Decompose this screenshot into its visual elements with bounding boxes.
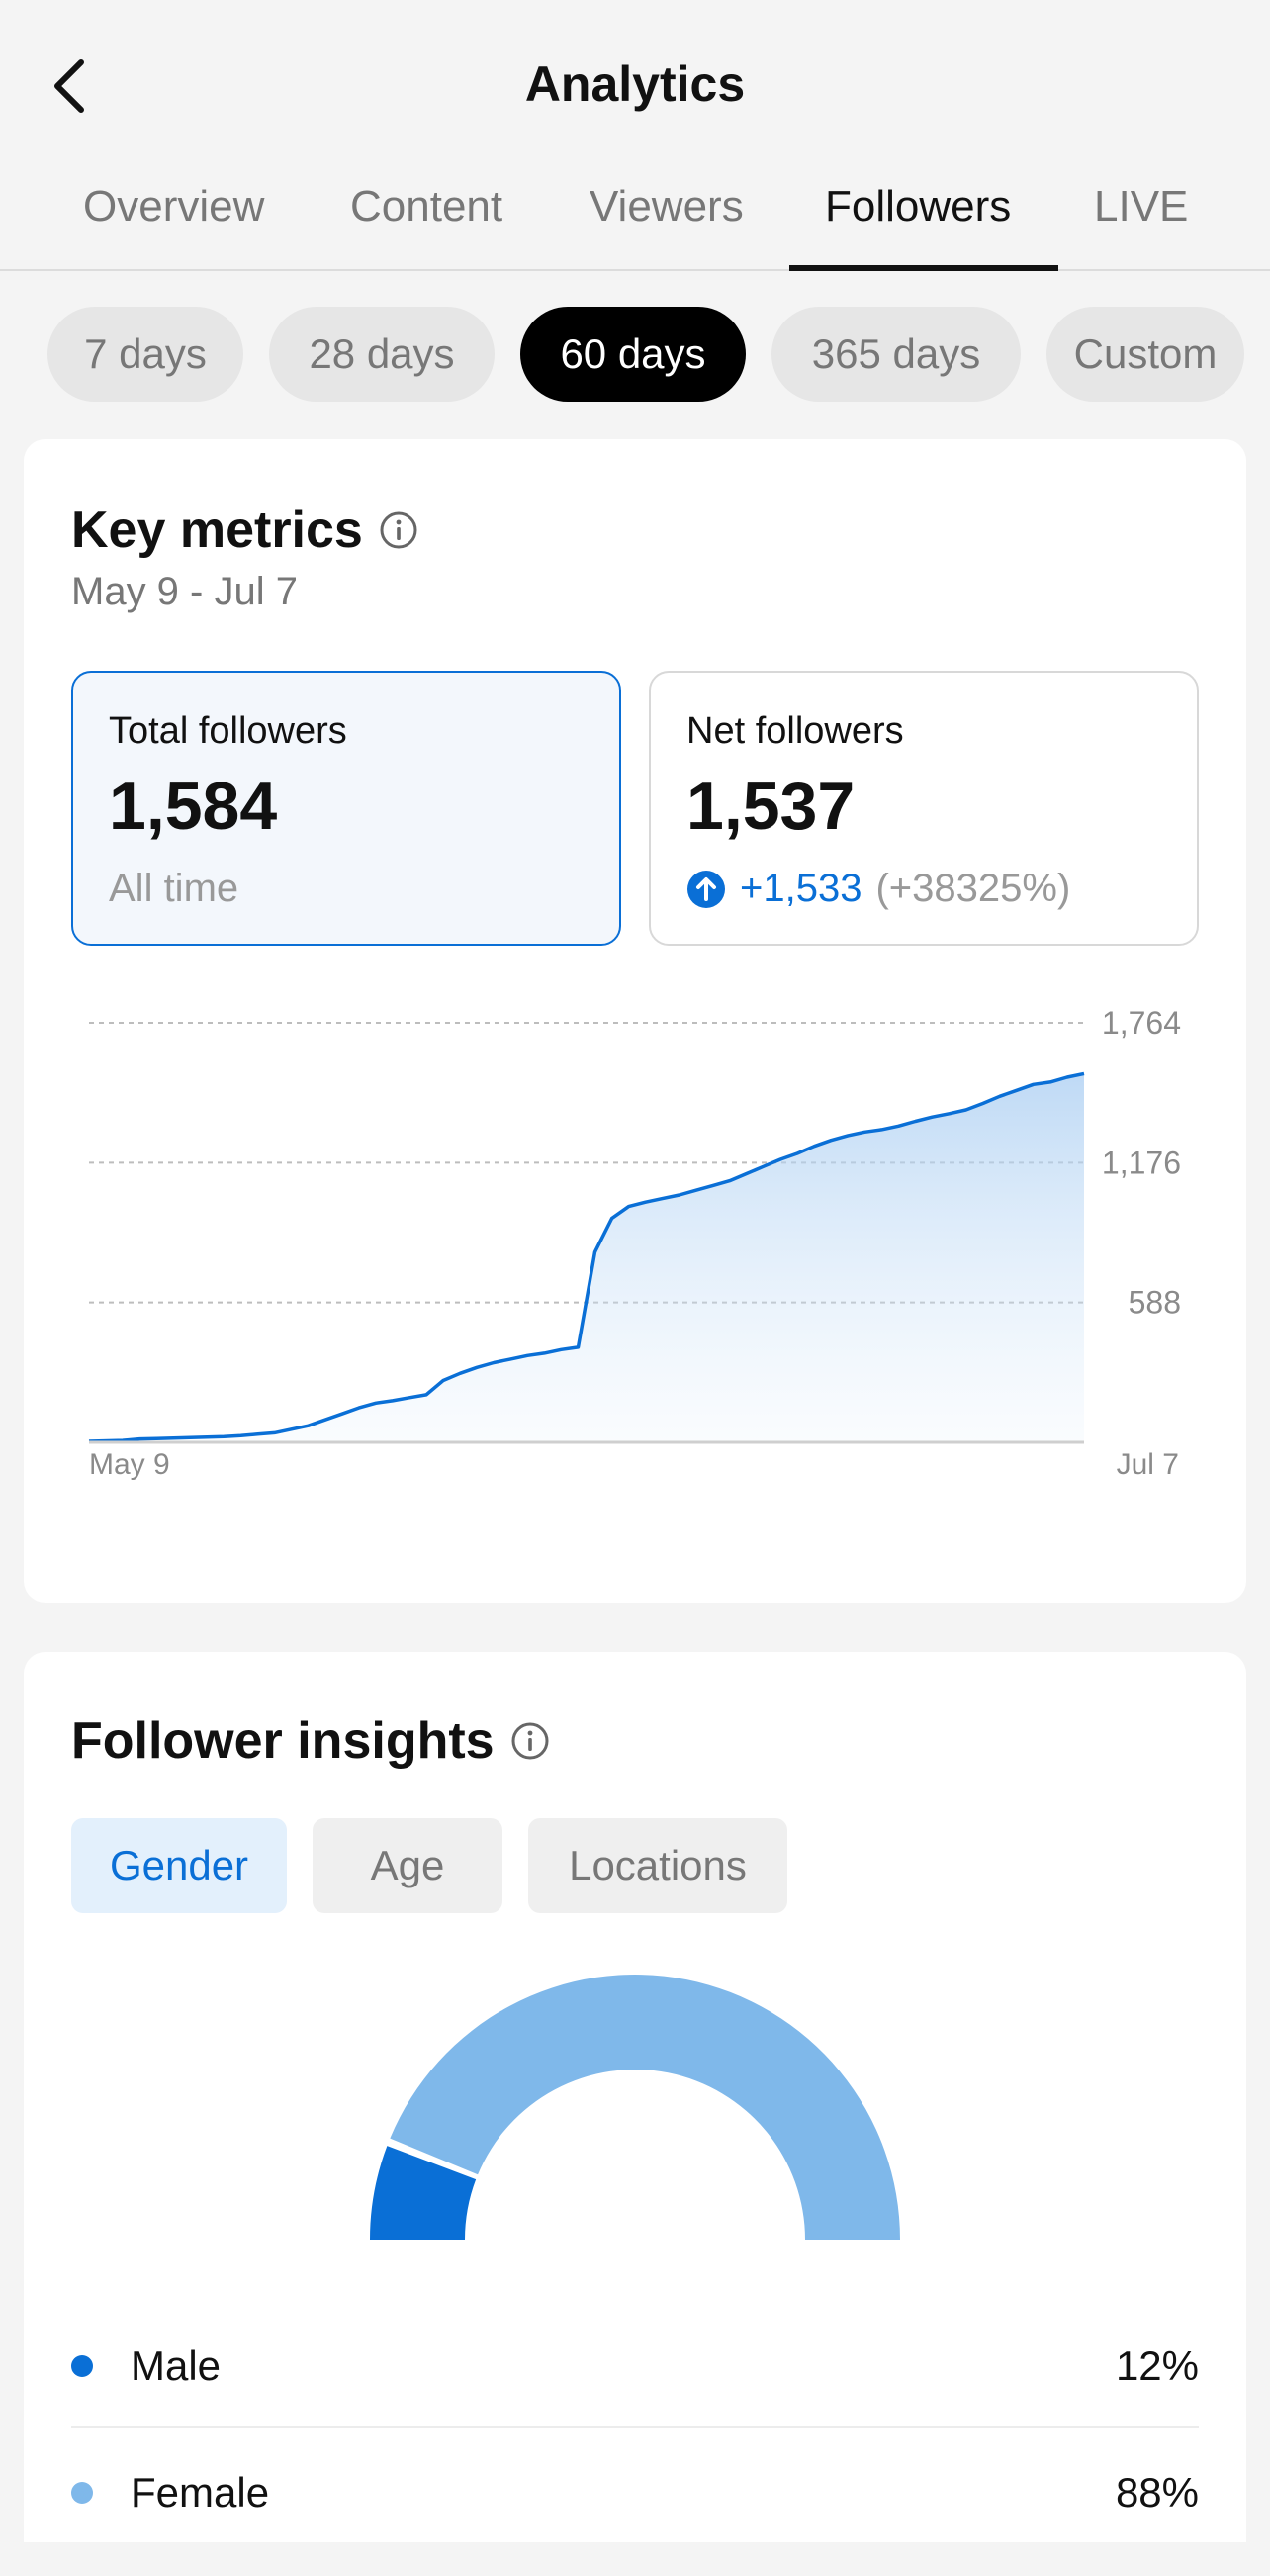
delta-value: +1,533 (740, 867, 862, 910)
follower-insights-card: Follower insights Gender Age Locations M… (24, 1652, 1246, 2542)
tab-viewers[interactable]: Viewers (590, 182, 744, 230)
chip-365-days[interactable]: 365 days (771, 307, 1021, 402)
chart-line (88, 1071, 1085, 1443)
followers-chart: 1,764 1,176 588 Jul 7 May 9 (88, 1005, 1181, 1481)
key-metrics-card: Key metrics May 9 - Jul 7 Total follower… (24, 439, 1246, 1603)
date-range-chips: 7 days 28 days 60 days 365 days Custom (0, 307, 1270, 404)
legend-label: Male (131, 2343, 222, 2389)
metric-label: Total followers (109, 710, 347, 752)
metric-sub: All time (109, 867, 239, 910)
chip-7-days[interactable]: 7 days (47, 307, 243, 402)
info-icon[interactable] (510, 1721, 550, 1761)
active-tab-indicator (789, 265, 1058, 271)
gender-segment-male (370, 2146, 477, 2240)
back-button[interactable] (40, 51, 99, 121)
tab-content[interactable]: Content (350, 182, 503, 230)
page-title: Analytics (524, 56, 746, 112)
tab-followers[interactable]: Followers (825, 182, 1012, 230)
metric-label: Net followers (686, 710, 904, 752)
chevron-left-icon (54, 59, 84, 113)
legend-item-male: Male 12% (71, 2317, 1199, 2416)
chip-60-days[interactable]: 60 days (520, 307, 746, 402)
legend-divider (71, 2426, 1199, 2428)
tab-overview[interactable]: Overview (83, 182, 265, 230)
legend-value: 12% (1115, 2343, 1199, 2389)
chip-custom[interactable]: Custom (1046, 307, 1244, 402)
tick-label-x-end: Jul 7 (1117, 1448, 1179, 1481)
arrow-up-icon (687, 870, 725, 908)
gender-segment-female (390, 1975, 900, 2240)
metric-value: 1,537 (686, 769, 856, 844)
tick-label-x-start: May 9 (89, 1448, 170, 1481)
chip-28-days[interactable]: 28 days (269, 307, 495, 402)
chart-area (89, 1073, 1084, 1442)
tab-locations[interactable]: Locations (528, 1818, 787, 1913)
tick-label-y: 588 (1129, 1285, 1181, 1321)
date-range-label: May 9 - Jul 7 (71, 570, 298, 613)
key-metrics-title: Key metrics (71, 502, 363, 559)
gender-chart (370, 1975, 900, 2240)
follower-insights-heading: Follower insights (71, 1711, 550, 1771)
legend-value: 88% (1115, 2469, 1199, 2516)
legend-label: Female (131, 2469, 270, 2516)
tab-gender[interactable]: Gender (71, 1818, 287, 1913)
app-header: Analytics (0, 0, 1270, 174)
male-dot-icon (71, 2355, 93, 2377)
female-dot-icon (71, 2482, 93, 2504)
total-followers-card[interactable]: Total followers 1,584 All time (71, 671, 621, 946)
tick-label-y: 1,764 (1102, 1005, 1181, 1041)
tick-label-y: 1,176 (1102, 1145, 1181, 1180)
info-icon[interactable] (379, 510, 418, 550)
key-metrics-heading: Key metrics (71, 501, 418, 560)
tab-age[interactable]: Age (313, 1818, 502, 1913)
delta-percent: (+38325%) (875, 867, 1071, 910)
legend-item-female: Female 88% (71, 2443, 1199, 2542)
tab-live[interactable]: LIVE (1094, 182, 1189, 230)
analytics-tabs: Overview Content Viewers Followers LIVE (0, 174, 1270, 271)
follower-insights-title: Follower insights (71, 1712, 495, 1770)
metric-change: +1,533 (+38325%) (686, 867, 1070, 911)
net-followers-card[interactable]: Net followers 1,537 +1,533 (+38325%) (649, 671, 1199, 946)
metric-value: 1,584 (109, 769, 278, 844)
